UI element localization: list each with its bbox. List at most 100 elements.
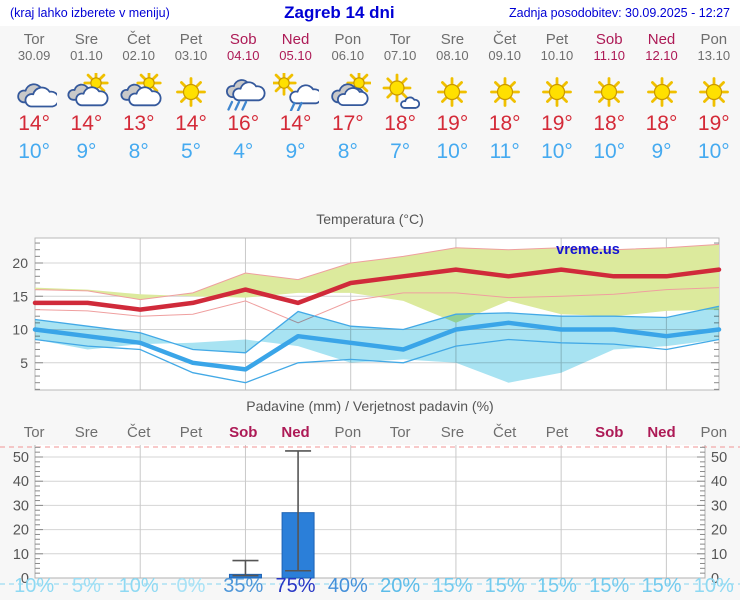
day-name: Pon xyxy=(334,424,362,441)
precip-axis-label-right: 0 xyxy=(711,571,719,587)
precip-axis-label-left: 0 xyxy=(21,571,29,587)
min-temp: 10° xyxy=(18,140,51,163)
precip-probability: 10% xyxy=(693,575,734,597)
min-temp: 8° xyxy=(337,140,358,163)
precip-day-label: Sob xyxy=(583,424,635,441)
precip-axis-label-right: 10 xyxy=(711,547,727,563)
max-temp-band xyxy=(35,244,719,323)
precip-probability: 15% xyxy=(641,575,682,597)
day-date: 05.10 xyxy=(279,48,312,63)
day-column: Ned 05.10 xyxy=(269,31,321,63)
day-date: 06.10 xyxy=(331,48,365,63)
max-temp: 19° xyxy=(541,112,573,135)
precip-axis-label-left: 10 xyxy=(13,547,29,563)
precip-day-label: Ned xyxy=(635,424,687,441)
day-name: Sob xyxy=(595,424,624,441)
day-name: Tor xyxy=(389,31,411,48)
day-date: 03.10 xyxy=(174,48,208,63)
day-name: Čet xyxy=(493,424,517,441)
precip-day-label: Tor xyxy=(8,424,60,441)
day-column: Sob 04.10 xyxy=(217,31,269,63)
day-column: Pon 13.10 xyxy=(688,31,740,63)
precip-probability: 10% xyxy=(118,575,159,597)
day-name: Ned xyxy=(647,31,676,48)
day-name: Tor xyxy=(389,424,411,441)
day-date: 02.10 xyxy=(122,48,155,63)
day-name: Sob xyxy=(229,424,258,441)
page-title: Zagreb 14 dni xyxy=(284,3,395,22)
sunny-icon xyxy=(594,77,625,107)
temp-axis-label: 20 xyxy=(12,255,28,271)
min-temp: 9° xyxy=(76,140,97,163)
sunny-icon xyxy=(437,77,468,107)
precip-probability-row: 10% 5% 10% 0% 35% 75% 40% 20% 15% 15% 15% 15% 15% 10% xyxy=(8,575,740,598)
day-column: Ned 12.10 xyxy=(635,31,687,63)
precip-axis-label-right: 30 xyxy=(711,498,727,514)
precip-probability: 15% xyxy=(536,575,577,597)
day-date: 10.10 xyxy=(540,48,574,63)
precip-day-label: Pet xyxy=(165,424,217,441)
max-temp-line xyxy=(32,267,722,312)
precip-probability: 0% xyxy=(176,575,206,597)
precip-probability: 15% xyxy=(589,575,630,597)
precip-day-label: Pon xyxy=(322,424,374,441)
partly-cloudy-icon xyxy=(67,73,110,107)
max-temp: 14° xyxy=(175,112,207,135)
max-temp: 18° xyxy=(645,112,678,135)
day-name: Čet xyxy=(127,31,151,48)
day-name: Tor xyxy=(23,424,45,441)
day-name: Sre xyxy=(440,424,465,441)
day-column: Pet 10.10 xyxy=(531,31,583,63)
day-column: Čet 09.10 xyxy=(479,31,531,63)
cloudy-icon xyxy=(17,83,58,108)
weather-icon-cell xyxy=(531,73,583,111)
mostly-sunny-icon xyxy=(382,73,421,109)
day-date: 07.10 xyxy=(383,48,417,63)
day-name: Sob xyxy=(595,31,623,48)
precip-axis-label-left: 20 xyxy=(13,523,29,539)
day-name: Sre xyxy=(74,424,99,441)
max-temp: 19° xyxy=(697,112,730,135)
precip-probability: 20% xyxy=(380,575,421,597)
weather-icon-cell xyxy=(688,73,740,111)
precip-day-label: Čet xyxy=(479,424,531,441)
temp-chart: 5 10 15 20 vreme.us xyxy=(12,237,722,391)
day-name: Sre xyxy=(74,31,99,48)
max-temp: 18° xyxy=(593,112,626,135)
temp-axis-label: 15 xyxy=(12,288,28,304)
precip-chart-title: Padavine (mm) / Verjetnost padavin (%) xyxy=(246,398,494,414)
min-temp: 4° xyxy=(233,140,254,163)
max-temp: 16° xyxy=(227,112,260,135)
rain-icon xyxy=(226,79,266,111)
day-name: Ned xyxy=(281,424,310,441)
weather-icon-cell xyxy=(322,73,374,111)
sunny-icon xyxy=(646,77,677,107)
min-temp: 10° xyxy=(436,140,469,163)
precip-axis-label-left: 30 xyxy=(13,498,29,514)
precip-probability: 35% xyxy=(223,575,264,597)
precip-axis-label-left: 50 xyxy=(13,450,29,466)
precip-day-label: Pon xyxy=(688,424,740,441)
precip-axis-label-right: 50 xyxy=(711,450,727,466)
min-temp: 9° xyxy=(651,140,672,163)
min-temp: 7° xyxy=(390,140,411,163)
day-name: Čet xyxy=(493,31,517,48)
min-temp: 11° xyxy=(489,140,520,163)
max-temp-row: 14° 14° 13° 14° 16° 14° 17° 18° 19° 18° 19° 18° 18° 1… xyxy=(8,112,740,136)
min-temp: 8° xyxy=(128,140,149,163)
precip-probability: 15% xyxy=(432,575,473,597)
day-name: Pet xyxy=(179,31,203,48)
min-temp-row: 10° 9° 8° 5° 4° 9° 8° 7° 10° 11° 10° 10° 9° 10° xyxy=(8,140,740,164)
weather-icon-cell xyxy=(113,73,165,111)
day-column: Čet 02.10 xyxy=(113,31,165,63)
precip-probability: 15% xyxy=(484,575,525,597)
weather-icon-cell xyxy=(269,73,321,111)
day-date: 08.10 xyxy=(436,48,469,63)
temp-axis-label: 10 xyxy=(12,322,28,338)
weather-icon-cell xyxy=(165,73,217,111)
day-column: Sre 08.10 xyxy=(426,31,478,63)
precip-probability: 75% xyxy=(275,575,316,597)
day-name: Pet xyxy=(545,424,569,441)
max-temp: 14° xyxy=(70,112,103,135)
